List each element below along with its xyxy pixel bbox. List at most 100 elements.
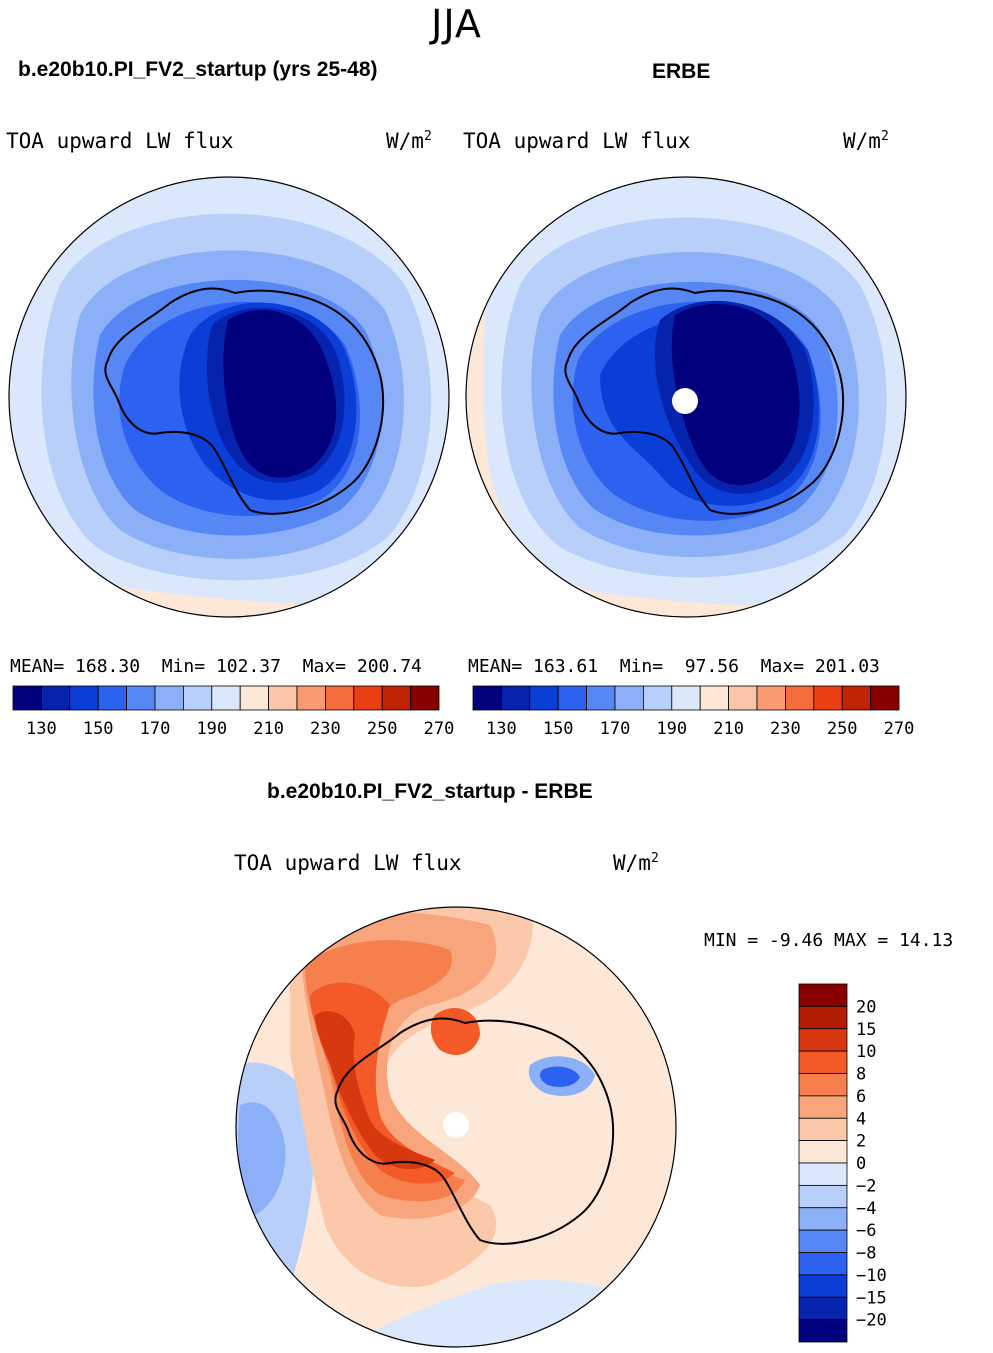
diff-colorbar-tick-label: −2 bbox=[856, 1176, 876, 1196]
panel-1-colorbar-swatch bbox=[154, 685, 184, 711]
panel-1-colorbar-tick-label: 170 bbox=[140, 719, 171, 739]
contour-band-below-130 bbox=[223, 310, 337, 478]
panel-1-colorbar-swatch bbox=[41, 685, 71, 711]
panel-1-colorbar-swatch bbox=[97, 685, 127, 711]
panel-2-colorbar-tick-label: 250 bbox=[827, 719, 858, 739]
panel-1-colorbar-tick-label: 250 bbox=[367, 719, 398, 739]
diff-variable-label: TOA upward LW flux bbox=[234, 851, 462, 875]
panel-1-colorbar-swatch bbox=[353, 685, 383, 711]
panel-1-colorbar-tick-label: 150 bbox=[83, 719, 114, 739]
diff-band-8-10-east bbox=[430, 1007, 480, 1055]
panel-2-colorbar-swatch bbox=[784, 685, 815, 711]
panel-1-colorbar-swatch bbox=[381, 685, 412, 711]
diff-colorbar-swatch bbox=[798, 1117, 848, 1142]
panel-2-colorbar-tick-label: 230 bbox=[770, 719, 801, 739]
panel-2-colorbar-tick-label: 270 bbox=[884, 719, 915, 739]
diff-colorbar-tick-label: −8 bbox=[856, 1244, 876, 1264]
panel-2-missing-data-pole bbox=[672, 388, 698, 414]
season-title: JJA bbox=[431, 2, 482, 46]
diff-antarctica-coastline bbox=[334, 1017, 615, 1245]
panel-2-colorbar-tick-label: 190 bbox=[656, 719, 687, 739]
panel-2-colorbar-swatch bbox=[841, 685, 872, 711]
diff-colorbar-tick-label: 10 bbox=[856, 1042, 876, 1062]
diff-title: b.e20b10.PI_FV2_startup - ERBE bbox=[267, 780, 593, 803]
diff-colorbar-swatch bbox=[798, 1140, 848, 1164]
panel-2-case-title: ERBE bbox=[652, 60, 711, 83]
panel-2-colorbar-swatch bbox=[699, 685, 729, 711]
panel-1-colorbar-tick-label: 190 bbox=[196, 719, 227, 739]
diff-band-neg8-neg10-east bbox=[540, 1066, 580, 1087]
panel-2-antarctica-coastline bbox=[564, 287, 845, 515]
panel-1-variable-label: TOA upward LW flux bbox=[6, 129, 234, 153]
diff-colorbar-swatch bbox=[798, 1050, 848, 1074]
panel-1-map bbox=[8, 176, 450, 618]
diff-colorbar-swatch bbox=[798, 1319, 848, 1343]
panel-2-colorbar-swatch bbox=[870, 685, 900, 711]
diff-colorbar-swatch bbox=[798, 983, 848, 1007]
diff-colorbar-tick-label: 6 bbox=[856, 1087, 866, 1107]
diff-min-max: MIN = -9.46 MAX = 14.13 bbox=[704, 930, 954, 951]
panel-2-colorbar-tick-label: 150 bbox=[543, 719, 574, 739]
diff-band-neg4-neg6-west bbox=[238, 1102, 286, 1215]
panel-1-units-label: W/m2 bbox=[386, 129, 432, 153]
diff-band-10-15 bbox=[315, 1011, 435, 1170]
panel-2-colorbar-swatch bbox=[813, 685, 843, 711]
panel-1-colorbar-swatch bbox=[296, 685, 326, 711]
panel-1-stats: MEAN= 168.30 Min= 102.37 Max= 200.74 bbox=[10, 656, 422, 677]
panel-2-colorbar-swatch bbox=[472, 685, 502, 711]
panel-1-case-title: b.e20b10.PI_FV2_startup (yrs 25-48) bbox=[18, 58, 378, 81]
diff-colorbar-tick-label: −20 bbox=[856, 1311, 887, 1331]
panel-2-colorbar-swatch bbox=[529, 685, 559, 711]
diff-colorbar-tick-label: 2 bbox=[856, 1132, 866, 1152]
diff-colorbar-tick-label: −6 bbox=[856, 1221, 876, 1241]
diff-colorbar-swatch bbox=[798, 1162, 848, 1186]
panel-2-colorbar-swatch bbox=[557, 685, 587, 711]
diff-colorbar-swatch bbox=[798, 1296, 848, 1321]
diff-colorbar-swatch bbox=[798, 1073, 848, 1097]
diff-colorbar-swatch bbox=[798, 1095, 848, 1119]
panel-2-colorbar-tick-label: 170 bbox=[600, 719, 631, 739]
panel-1-colorbar-swatch bbox=[268, 685, 298, 711]
diff-units-label: W/m2 bbox=[613, 851, 659, 875]
diff-colorbar-swatch bbox=[798, 1252, 848, 1276]
panel-2-colorbar-tick-label: 210 bbox=[713, 719, 744, 739]
panel-1-colorbar-swatch bbox=[126, 685, 156, 711]
panel-1-map-boundary bbox=[8, 176, 450, 618]
diff-missing-data-pole bbox=[443, 1112, 469, 1138]
panel-2-map bbox=[465, 176, 907, 618]
panel-2-colorbar-swatch bbox=[671, 685, 701, 711]
diff-colorbar-swatch bbox=[798, 1184, 848, 1209]
diff-colorbar-tick-label: −4 bbox=[856, 1199, 876, 1219]
panel-2-colorbar-swatch bbox=[586, 685, 616, 711]
panel-2-colorbar: 130 150 170 190 210 230 250 270 bbox=[472, 685, 915, 739]
diff-colorbar-swatch bbox=[798, 1207, 848, 1231]
panel-1-colorbar-tick-label: 210 bbox=[253, 719, 284, 739]
panel-2-variable-label: TOA upward LW flux bbox=[463, 129, 691, 153]
diff-colorbar-tick-label: 8 bbox=[856, 1065, 866, 1085]
panel-1-colorbar-tick-label: 270 bbox=[424, 719, 455, 739]
panel-2-stats: MEAN= 163.61 Min= 97.56 Max= 201.03 bbox=[468, 656, 880, 677]
panel-2-colorbar-tick-label: 130 bbox=[486, 719, 517, 739]
diff-colorbar-tick-label: 0 bbox=[856, 1154, 866, 1174]
panel-2-colorbar-swatch bbox=[728, 685, 758, 711]
diff-colorbar-swatch bbox=[798, 1028, 848, 1052]
diff-colorbar-swatch bbox=[798, 1274, 848, 1298]
panel-1-antarctica-coastline bbox=[104, 287, 385, 515]
contour-band-below-130 bbox=[671, 303, 800, 486]
panel-1-colorbar-swatch bbox=[410, 685, 440, 711]
panel-1-colorbar-swatch bbox=[12, 685, 42, 711]
diff-map-boundary bbox=[235, 906, 677, 1348]
diff-colorbar-tick-label: 4 bbox=[856, 1109, 866, 1129]
diff-colorbar-tick-label: 20 bbox=[856, 997, 876, 1017]
panel-1-colorbar-swatch bbox=[211, 685, 241, 711]
panel-1-colorbar-swatch bbox=[182, 685, 213, 711]
diff-colorbar-tick-label: −15 bbox=[856, 1288, 887, 1308]
diff-colorbar-tick-label: 15 bbox=[856, 1020, 876, 1040]
panel-1-contours bbox=[9, 177, 449, 617]
panel-1-colorbar-tick-label: 230 bbox=[310, 719, 341, 739]
panel-2-colorbar-swatch bbox=[756, 685, 786, 711]
panel-1-colorbar-tick-label: 130 bbox=[26, 719, 57, 739]
panel-2-colorbar-swatch bbox=[642, 685, 673, 711]
diff-map bbox=[235, 906, 677, 1348]
diff-colorbar-swatch bbox=[798, 1229, 848, 1253]
